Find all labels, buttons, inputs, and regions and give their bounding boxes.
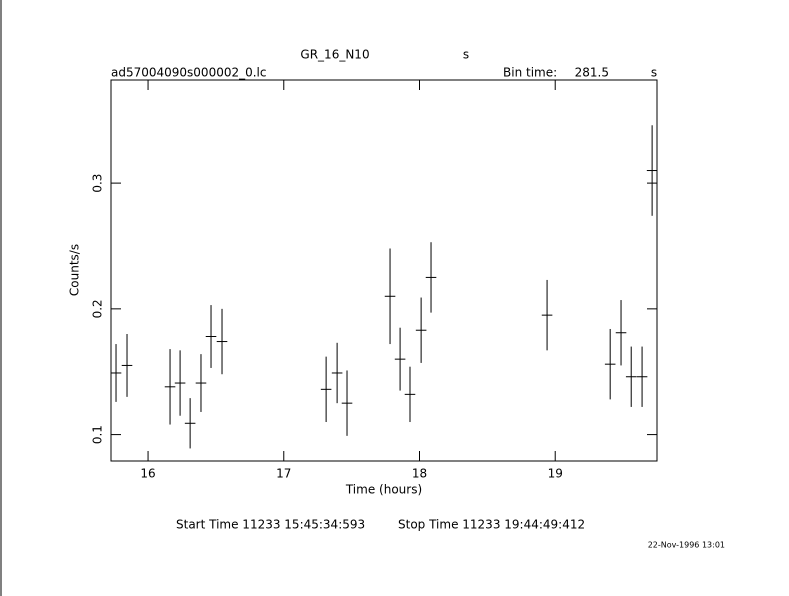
- date: 22-Nov-1996 13:01: [648, 541, 725, 550]
- bin-time-label: Bin time:: [503, 66, 557, 80]
- y-axis-label: Counts/s: [68, 244, 82, 296]
- bin-time: 281.5: [575, 66, 609, 80]
- subtitle: ad57004090s000002_0.lc: [111, 66, 267, 80]
- y-tick-label: 0.2: [91, 299, 105, 318]
- plot-frame: [110, 79, 658, 462]
- title-unit: s: [463, 48, 469, 62]
- start-time: Start Time 11233 15:45:34:593: [176, 518, 365, 532]
- bin-time-unit: s: [651, 66, 657, 80]
- x-tick-label: 18: [412, 467, 427, 481]
- chart-title: GR_16_N10: [300, 48, 369, 62]
- x-tick-label: 19: [548, 467, 563, 481]
- y-tick-label: 0.3: [91, 174, 105, 193]
- stop-time: Stop Time 11233 19:44:49:412: [398, 518, 585, 532]
- x-axis-label: Time (hours): [345, 483, 422, 497]
- x-tick-label: 17: [276, 467, 291, 481]
- y-tick-label: 0.1: [91, 425, 105, 444]
- x-tick-label: 16: [140, 467, 155, 481]
